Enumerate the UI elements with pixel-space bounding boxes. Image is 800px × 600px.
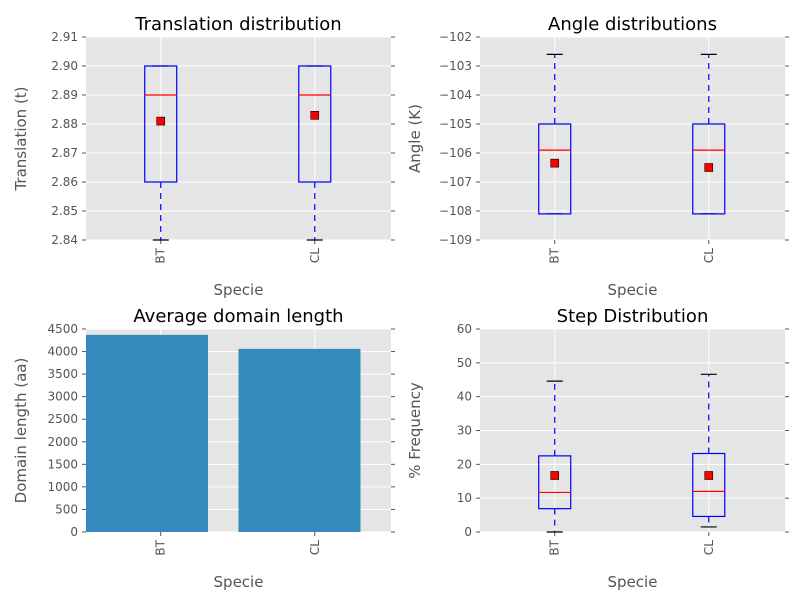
xtick-label: BT bbox=[548, 247, 562, 263]
xtick-label: BT bbox=[548, 539, 562, 555]
box-CL bbox=[298, 65, 332, 241]
box-body bbox=[692, 452, 726, 518]
box-body bbox=[538, 123, 572, 215]
ytick-label: −104 bbox=[439, 88, 472, 102]
x-axis-label: Specie bbox=[214, 573, 264, 591]
chart-3: 0 500 1000 1500 2000 2500 3000 3500 4000 4500 BT CL… bbox=[12, 306, 395, 591]
mean-marker bbox=[156, 116, 166, 126]
box-body bbox=[144, 65, 178, 183]
box-body bbox=[298, 65, 332, 183]
box-BT bbox=[538, 380, 572, 533]
bar-CL bbox=[238, 348, 361, 532]
ytick-label: 30 bbox=[457, 424, 472, 438]
x-axis-label: Specie bbox=[214, 281, 264, 299]
ytick-label: 4500 bbox=[47, 322, 78, 336]
box-body bbox=[538, 455, 572, 510]
y-axis-label: % Frequency bbox=[406, 382, 424, 479]
mean-marker bbox=[704, 163, 714, 172]
box-CL bbox=[692, 53, 726, 215]
xtick-label: BT bbox=[154, 247, 168, 263]
x-axis-label: Specie bbox=[608, 281, 658, 299]
mean-marker bbox=[550, 471, 560, 480]
ytick-label: 1500 bbox=[47, 457, 78, 471]
ytick-label: 50 bbox=[457, 356, 472, 370]
y-axis-label: Translation (t) bbox=[12, 86, 30, 191]
ytick-label: 20 bbox=[457, 457, 472, 471]
box-BT bbox=[144, 65, 178, 241]
plot-background bbox=[480, 37, 785, 240]
xtick-label: CL bbox=[702, 248, 716, 263]
ytick-label: 1000 bbox=[47, 480, 78, 494]
ytick-label: 2.91 bbox=[51, 30, 78, 44]
ytick-label: 60 bbox=[457, 322, 472, 336]
ytick-label: 10 bbox=[457, 491, 472, 505]
ytick-label: 2.90 bbox=[51, 59, 78, 73]
mean-marker bbox=[704, 471, 714, 480]
ytick-label: −106 bbox=[439, 146, 472, 160]
chart-title: Step Distribution bbox=[557, 306, 709, 327]
box-body bbox=[692, 123, 726, 215]
ytick-label: 0 bbox=[464, 525, 472, 539]
ytick-label: −103 bbox=[439, 59, 472, 73]
chart-1: 2.84 2.85 2.86 2.87 2.88 2.89 2.90 2.91 BT CL Tran… bbox=[12, 14, 395, 299]
chart-title: Translation distribution bbox=[134, 14, 341, 35]
mean-marker bbox=[550, 158, 560, 168]
ytick-label: −102 bbox=[439, 30, 472, 44]
xtick-label: CL bbox=[308, 248, 322, 263]
y-axis-label: Domain length (aa) bbox=[12, 358, 30, 504]
ytick-label: −105 bbox=[439, 117, 472, 131]
ytick-label: 2.84 bbox=[51, 233, 78, 247]
xtick-label: CL bbox=[702, 540, 716, 555]
ytick-label: 40 bbox=[457, 390, 472, 404]
chart-title: Average domain length bbox=[133, 306, 343, 327]
ytick-label: 3500 bbox=[47, 367, 78, 381]
chart-2: −109 −108 −107 −106 −105 −104 −103 −102 BT CL Angl… bbox=[406, 14, 789, 299]
ytick-label: 4000 bbox=[47, 345, 78, 359]
mean-marker bbox=[310, 111, 320, 120]
chart-title: Angle distributions bbox=[548, 14, 717, 35]
ytick-label: 2.85 bbox=[51, 204, 78, 218]
xtick-label: CL bbox=[308, 540, 322, 555]
ytick-label: 2000 bbox=[47, 435, 78, 449]
ytick-label: 500 bbox=[55, 502, 78, 516]
ytick-label: 2500 bbox=[47, 412, 78, 426]
ytick-label: 2.89 bbox=[51, 88, 78, 102]
ytick-label: 0 bbox=[70, 525, 78, 539]
ytick-label: −108 bbox=[439, 204, 472, 218]
chart-4: 0 10 20 30 40 50 60 BT CL Step Distribution Specie… bbox=[406, 306, 789, 591]
y-axis-label: Angle (K) bbox=[406, 104, 424, 173]
ytick-label: 2.87 bbox=[51, 146, 78, 160]
ytick-label: −109 bbox=[439, 233, 472, 247]
ytick-label: 2.88 bbox=[51, 117, 78, 131]
bar-BT bbox=[86, 334, 208, 532]
plot-background bbox=[86, 37, 391, 240]
x-axis-label: Specie bbox=[608, 573, 658, 591]
box-CL bbox=[692, 373, 726, 528]
ytick-label: 2.86 bbox=[51, 175, 78, 189]
box-BT bbox=[538, 53, 572, 215]
ytick-label: −107 bbox=[439, 175, 472, 189]
ytick-label: 3000 bbox=[47, 390, 78, 404]
xtick-label: BT bbox=[154, 539, 168, 555]
